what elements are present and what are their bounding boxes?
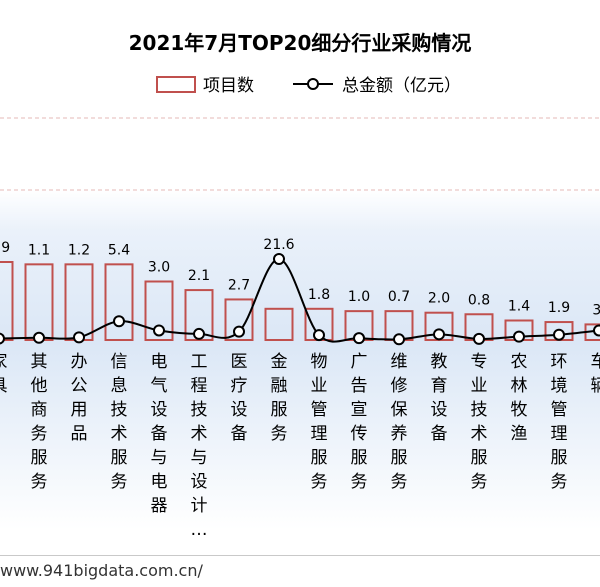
line-marker (233, 325, 245, 338)
chart-title: 2021年7月TOP20细分行业采购情况 (129, 31, 472, 55)
legend-line-marker (307, 78, 319, 90)
category-label: 广告宣传服务 (351, 352, 368, 492)
bar (184, 289, 214, 341)
bar (104, 263, 134, 341)
line-marker (113, 315, 125, 328)
category-label: 金融服务 (271, 352, 288, 444)
line-marker (0, 332, 5, 345)
legend: 项目数 总金额（亿元） (156, 76, 461, 96)
category-label: 专业技术服务 (471, 352, 488, 492)
line-marker (473, 332, 485, 345)
data-label: 2.0 (428, 291, 450, 307)
data-label: 2.1 (188, 268, 210, 284)
data-label: 1.2 (68, 242, 90, 258)
markers-layer (0, 253, 600, 346)
category-label: 工程技术与设计… (191, 352, 208, 540)
category-label: 环境管理服务 (551, 352, 568, 492)
chart-canvas: 2021年7月TOP20细分行业采购情况 项目数 总金额（亿元） 0.9 1.1 1… (0, 31, 600, 540)
bar (224, 298, 254, 342)
plot-background (0, 190, 600, 530)
source-url: www.941bigdata.com.cn/ (0, 561, 203, 580)
data-label: 1.8 (308, 287, 330, 303)
data-label: 0.8 (468, 292, 490, 308)
line-marker (513, 330, 525, 343)
category-label: 办公用品 (71, 352, 88, 444)
line-marker (313, 329, 325, 342)
line-marker (393, 333, 405, 346)
data-label: 0.7 (388, 289, 410, 305)
line-marker (153, 324, 165, 337)
category-label: 医疗设备 (231, 352, 248, 444)
category-label: 维修保养服务 (391, 352, 408, 492)
data-label: 2.7 (228, 277, 250, 293)
categories-layer: 家具 其他商务服务 办公用品 信息技术服务 电气设备与电器 工程技术与设计… 医疗设备 金融服… (0, 352, 600, 540)
chart-frame: 2021年7月TOP20细分行业采购情况 项目数 总金额（亿元） 0.9 1.1 1… (0, 31, 600, 556)
line-marker (553, 328, 565, 341)
data-label: 3. (592, 302, 600, 318)
legend-bar-label: 项目数 (203, 76, 254, 96)
bar (264, 307, 294, 341)
category-label: 物业管理服务 (311, 352, 328, 492)
category-label: 车辆 (591, 352, 600, 396)
line-marker (73, 331, 85, 344)
category-label: 教育设备 (431, 352, 448, 444)
data-label: 1.9 (548, 300, 570, 316)
line-marker (353, 332, 365, 345)
bar (0, 261, 14, 341)
line-marker (273, 253, 285, 265)
category-label: 电气设备与电器 (151, 352, 168, 516)
line-marker (193, 327, 205, 340)
bar (144, 280, 174, 341)
category-label: 农林牧渔 (511, 352, 528, 444)
category-label: 其他商务服务 (31, 352, 48, 492)
legend-bar-swatch (156, 76, 196, 93)
labels-layer: 0.9 1.1 1.2 5.4 3.0 2.1 2.7 21.6 1.8 1.0 0.7 2.0 0.8… (0, 237, 600, 318)
category-label: 家具 (0, 352, 8, 396)
legend-line-label: 总金额（亿元） (342, 76, 461, 96)
data-label: 1.4 (508, 299, 530, 315)
amount-line (0, 257, 600, 343)
data-label: 21.6 (263, 237, 294, 253)
category-label: 信息技术服务 (111, 352, 128, 492)
data-label: 1.1 (28, 242, 50, 258)
data-label: 1.0 (348, 289, 370, 305)
data-label: 3.0 (148, 260, 170, 276)
line-marker (33, 331, 45, 344)
data-label: 0.9 (0, 240, 10, 256)
line-marker (433, 328, 445, 341)
line-marker (593, 324, 600, 337)
data-label: 5.4 (108, 242, 130, 258)
